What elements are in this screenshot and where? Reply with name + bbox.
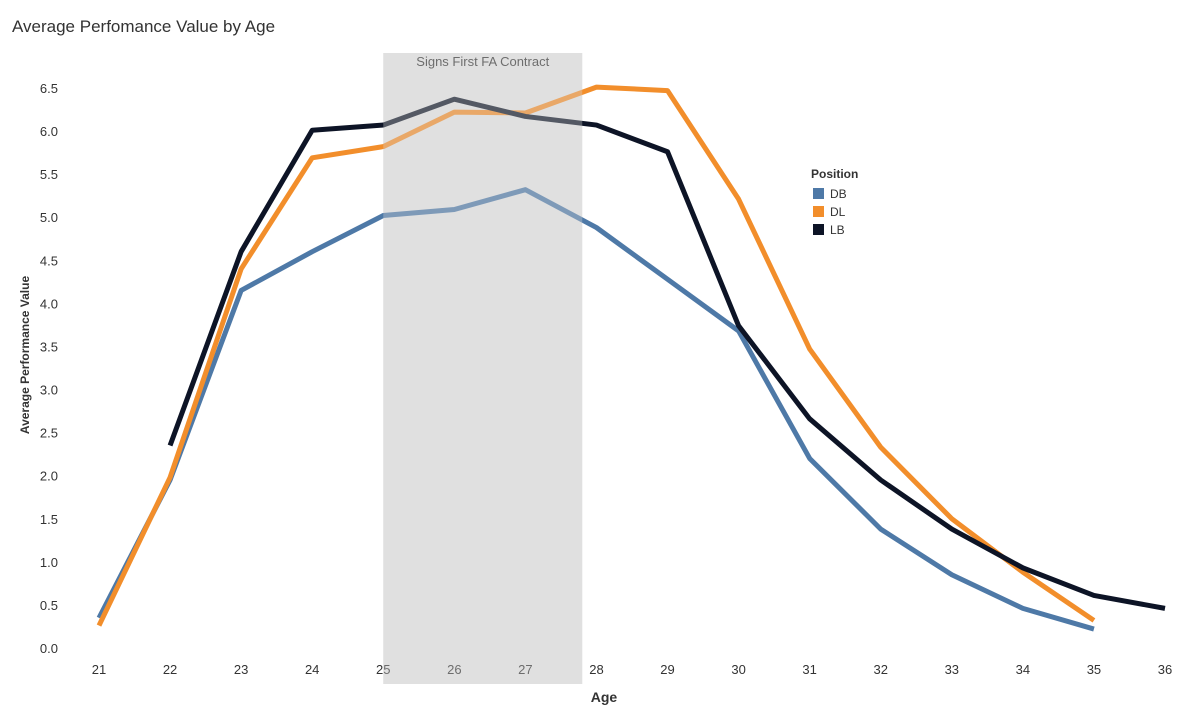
y-tick-label: 2.5 — [40, 426, 58, 441]
y-tick-label: 3.5 — [40, 339, 58, 354]
x-tick-label: 24 — [305, 662, 319, 677]
x-tick-label: 34 — [1016, 662, 1030, 677]
x-axis: 21 22 23 24 25 26 27 28 29 30 31 32 33 34 35 36 — [92, 662, 1172, 677]
fa-contract-band-label: Signs First FA Contract — [416, 54, 549, 69]
y-tick-label: 0.0 — [40, 641, 58, 656]
y-tick-label: 6.0 — [40, 124, 58, 139]
legend: Position DB DL LB — [811, 167, 858, 237]
x-tick-label: 29 — [660, 662, 674, 677]
y-tick-label: 3.0 — [40, 383, 58, 398]
x-tick-label: 26 — [447, 662, 461, 677]
x-tick-label: 22 — [163, 662, 177, 677]
y-tick-label: 6.5 — [40, 81, 58, 96]
y-tick-label: 1.5 — [40, 512, 58, 527]
y-tick-label: 4.5 — [40, 253, 58, 268]
x-tick-label: 27 — [518, 662, 532, 677]
y-tick-label: 5.0 — [40, 210, 58, 225]
x-tick-label: 32 — [873, 662, 887, 677]
x-axis-label: Age — [591, 689, 618, 705]
legend-label-dl: DL — [830, 205, 846, 219]
x-tick-label: 30 — [731, 662, 745, 677]
y-axis-label: Average Performance Value — [18, 276, 32, 435]
series-line-lb — [167, 96, 1166, 611]
legend-swatch-dl — [813, 206, 824, 217]
legend-swatch-lb — [813, 224, 824, 235]
y-tick-label: 2.0 — [40, 469, 58, 484]
x-tick-label: 31 — [802, 662, 816, 677]
x-tick-label: 36 — [1158, 662, 1172, 677]
legend-label-db: DB — [830, 187, 847, 201]
x-tick-label: 33 — [945, 662, 959, 677]
x-tick-label: 23 — [234, 662, 248, 677]
y-axis: 0.0 0.5 1.0 1.5 2.0 2.5 3.0 3.5 4.0 4.5 5.0 5.5 6.0 6… — [40, 81, 58, 656]
legend-label-lb: LB — [830, 223, 845, 237]
legend-title: Position — [811, 167, 858, 181]
fa-contract-band-overlay — [383, 53, 583, 684]
fa-contract-band — [383, 53, 583, 684]
y-tick-label: 1.0 — [40, 555, 58, 570]
series-lines — [96, 53, 1166, 684]
x-tick-label: 25 — [376, 662, 390, 677]
y-tick-label: 4.0 — [40, 296, 58, 311]
series-line-dl — [96, 84, 1096, 627]
legend-swatch-db — [813, 188, 824, 199]
y-tick-label: 0.5 — [40, 598, 58, 613]
x-tick-label: 28 — [589, 662, 603, 677]
chart-title: Average Perfomance Value by Age — [12, 17, 276, 36]
x-tick-label: 35 — [1087, 662, 1101, 677]
series-line-db — [96, 187, 1095, 632]
x-tick-label: 21 — [92, 662, 106, 677]
y-tick-label: 5.5 — [40, 167, 58, 182]
